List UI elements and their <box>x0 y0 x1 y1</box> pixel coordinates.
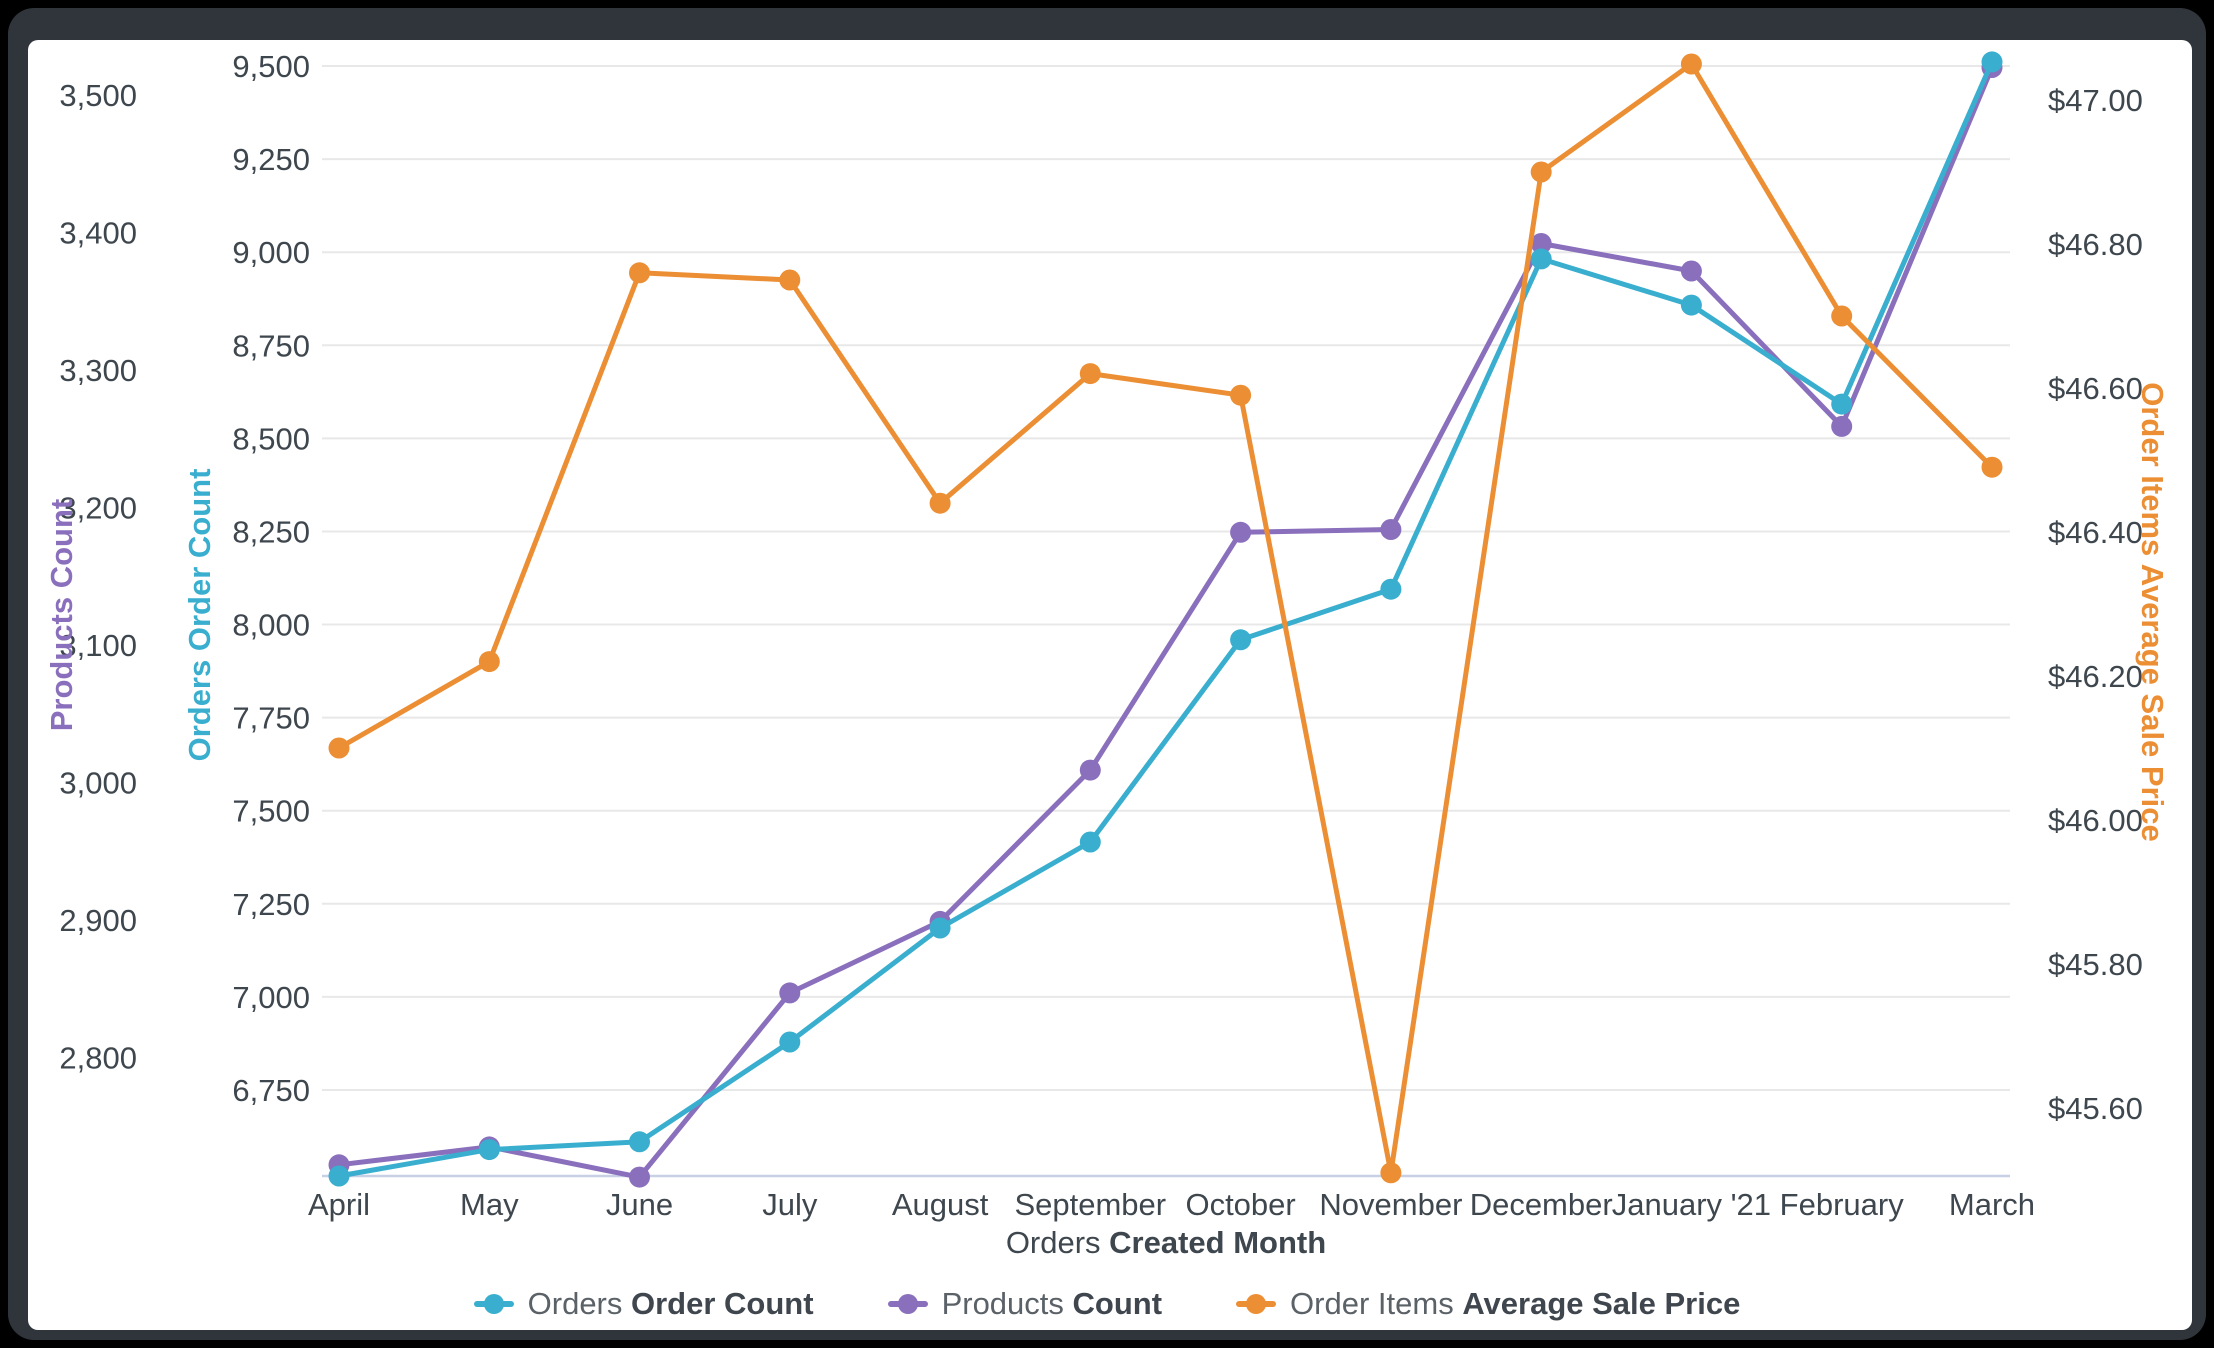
orders-axis-tick-label: 6,750 <box>232 1073 310 1108</box>
products-axis-tick-label: 3,400 <box>59 216 137 251</box>
orders-axis-tick-label: 8,500 <box>232 421 310 456</box>
legend: Orders Order Count Products Count Order It… <box>0 1286 2214 1322</box>
price-axis-tick-label: $46.80 <box>2048 227 2143 262</box>
x-axis-tick-label: January '21 <box>1612 1187 1771 1222</box>
x-axis-tick-label: August <box>892 1187 989 1222</box>
orders-axis-tick-label: 8,250 <box>232 515 310 550</box>
x-axis-tick-label: July <box>762 1187 818 1222</box>
x-axis-title-prefix: Orders <box>1006 1225 1109 1260</box>
data-point-products-count-9[interactable] <box>1680 260 1702 282</box>
products-axis-tick-label: 3,000 <box>59 766 137 801</box>
data-point-order-items-average-sale-price-11[interactable] <box>1981 456 2003 478</box>
orders-axis-tick-label: 9,500 <box>232 49 310 84</box>
price-axis-tick-label: $47.00 <box>2048 83 2143 118</box>
price-axis-tick-label: $46.20 <box>2048 659 2143 694</box>
products-axis-tick-label: 2,800 <box>59 1041 137 1076</box>
legend-marker-icon <box>473 1292 514 1316</box>
data-point-products-count-5[interactable] <box>1079 759 1101 781</box>
x-axis-tick-label: September <box>1014 1187 1166 1222</box>
series-line-orders-order-count <box>336 59 1995 1179</box>
data-point-order-items-average-sale-price-4[interactable] <box>929 492 951 514</box>
legend-item-products-count[interactable]: Products Count <box>887 1286 1163 1322</box>
data-point-orders-order-count-0[interactable] <box>328 1165 350 1187</box>
data-point-products-count-6[interactable] <box>1230 521 1252 543</box>
price-axis-tick-label: $46.00 <box>2048 803 2143 838</box>
data-point-order-items-average-sale-price-5[interactable] <box>1079 363 1101 385</box>
x-axis-tick-label: April <box>308 1187 370 1222</box>
orders-axis-tick-label: 9,000 <box>232 235 310 270</box>
data-point-products-count-8[interactable] <box>1530 233 1552 254</box>
x-axis-tick-label: December <box>1470 1187 1613 1222</box>
legend-label: Products Count <box>941 1286 1163 1321</box>
data-point-products-count-3[interactable] <box>779 982 801 1004</box>
products-axis-tick-label: 3,300 <box>59 353 137 388</box>
products-axis-tick-label: 3,100 <box>59 628 137 663</box>
data-point-orders-order-count-6[interactable] <box>1230 629 1252 651</box>
data-point-orders-order-count-7[interactable] <box>1380 578 1402 600</box>
orders-axis-tick-label: 7,000 <box>232 980 310 1015</box>
data-point-orders-order-count-8[interactable] <box>1530 248 1552 270</box>
orders-axis-tick-label: 9,250 <box>232 142 310 177</box>
chart-card <box>28 40 2192 1330</box>
x-axis-tick-label: May <box>460 1187 519 1222</box>
x-axis-title: Orders Created Month <box>1006 1225 1326 1260</box>
x-axis-tick-label: March <box>1949 1187 2035 1222</box>
data-point-order-items-average-sale-price-3[interactable] <box>779 269 801 291</box>
products-axis-tick-label: 3,200 <box>59 491 137 526</box>
data-point-order-items-average-sale-price-7[interactable] <box>1380 1162 1402 1184</box>
series-line-order-items-average-sale-price <box>336 61 1995 1176</box>
orders-axis-tick-label: 8,750 <box>232 328 310 363</box>
price-axis-title: Order Items Average Sale Price <box>2135 382 2170 842</box>
price-axis-tick-label: $46.40 <box>2048 515 2143 550</box>
x-axis-tick-label: November <box>1319 1187 1462 1222</box>
data-point-order-items-average-sale-price-8[interactable] <box>1530 161 1552 183</box>
x-axis-title-bold: Created Month <box>1109 1225 1326 1260</box>
data-point-orders-order-count-11[interactable] <box>1981 51 2003 73</box>
data-point-orders-order-count-10[interactable] <box>1831 393 1853 415</box>
orders-axis-tick-label: 7,750 <box>232 701 310 736</box>
data-point-orders-order-count-9[interactable] <box>1680 294 1702 316</box>
orders-axis-title: Orders Order Count <box>182 469 217 762</box>
data-point-order-items-average-sale-price-2[interactable] <box>629 262 650 284</box>
x-axis-tick-label: June <box>606 1187 673 1222</box>
data-point-order-items-average-sale-price-1[interactable] <box>478 651 500 673</box>
data-point-products-count-10[interactable] <box>1831 415 1853 437</box>
x-axis-tick-label: October <box>1185 1187 1295 1222</box>
x-axis-tick-label: February <box>1780 1187 1905 1222</box>
legend-label: Order Items Average Sale Price <box>1290 1286 1741 1321</box>
data-point-orders-order-count-2[interactable] <box>629 1131 650 1153</box>
orders-axis-tick-label: 8,000 <box>232 608 310 643</box>
data-point-orders-order-count-1[interactable] <box>478 1139 500 1161</box>
legend-label: Orders Order Count <box>527 1286 814 1321</box>
data-point-order-items-average-sale-price-10[interactable] <box>1831 305 1853 327</box>
price-axis-tick-label: $45.60 <box>2048 1091 2143 1126</box>
legend-marker-icon <box>887 1292 928 1316</box>
legend-item-orders-order-count[interactable]: Orders Order Count <box>473 1286 814 1322</box>
price-axis-tick-label: $45.80 <box>2048 947 2143 982</box>
legend-marker-icon <box>1236 1292 1277 1316</box>
products-axis-tick-label: 2,900 <box>59 903 137 938</box>
data-point-order-items-average-sale-price-9[interactable] <box>1680 53 1702 75</box>
products-axis-title: Products Count <box>44 499 79 732</box>
data-point-order-items-average-sale-price-6[interactable] <box>1230 384 1252 406</box>
orders-axis-tick-label: 7,500 <box>232 794 310 829</box>
data-point-orders-order-count-3[interactable] <box>779 1031 801 1053</box>
series-line-products-count <box>336 65 1995 1180</box>
data-point-products-count-2[interactable] <box>629 1166 650 1188</box>
data-point-order-items-average-sale-price-0[interactable] <box>328 737 350 759</box>
data-point-orders-order-count-4[interactable] <box>929 917 951 939</box>
data-point-products-count-7[interactable] <box>1380 519 1402 540</box>
products-axis-tick-label: 3,500 <box>59 78 137 113</box>
legend-item-order-items-average-sale-price[interactable]: Order Items Average Sale Price <box>1236 1286 1740 1322</box>
data-point-orders-order-count-5[interactable] <box>1079 831 1101 853</box>
price-axis-tick-label: $46.60 <box>2048 371 2143 406</box>
orders-axis-tick-label: 7,250 <box>232 887 310 922</box>
